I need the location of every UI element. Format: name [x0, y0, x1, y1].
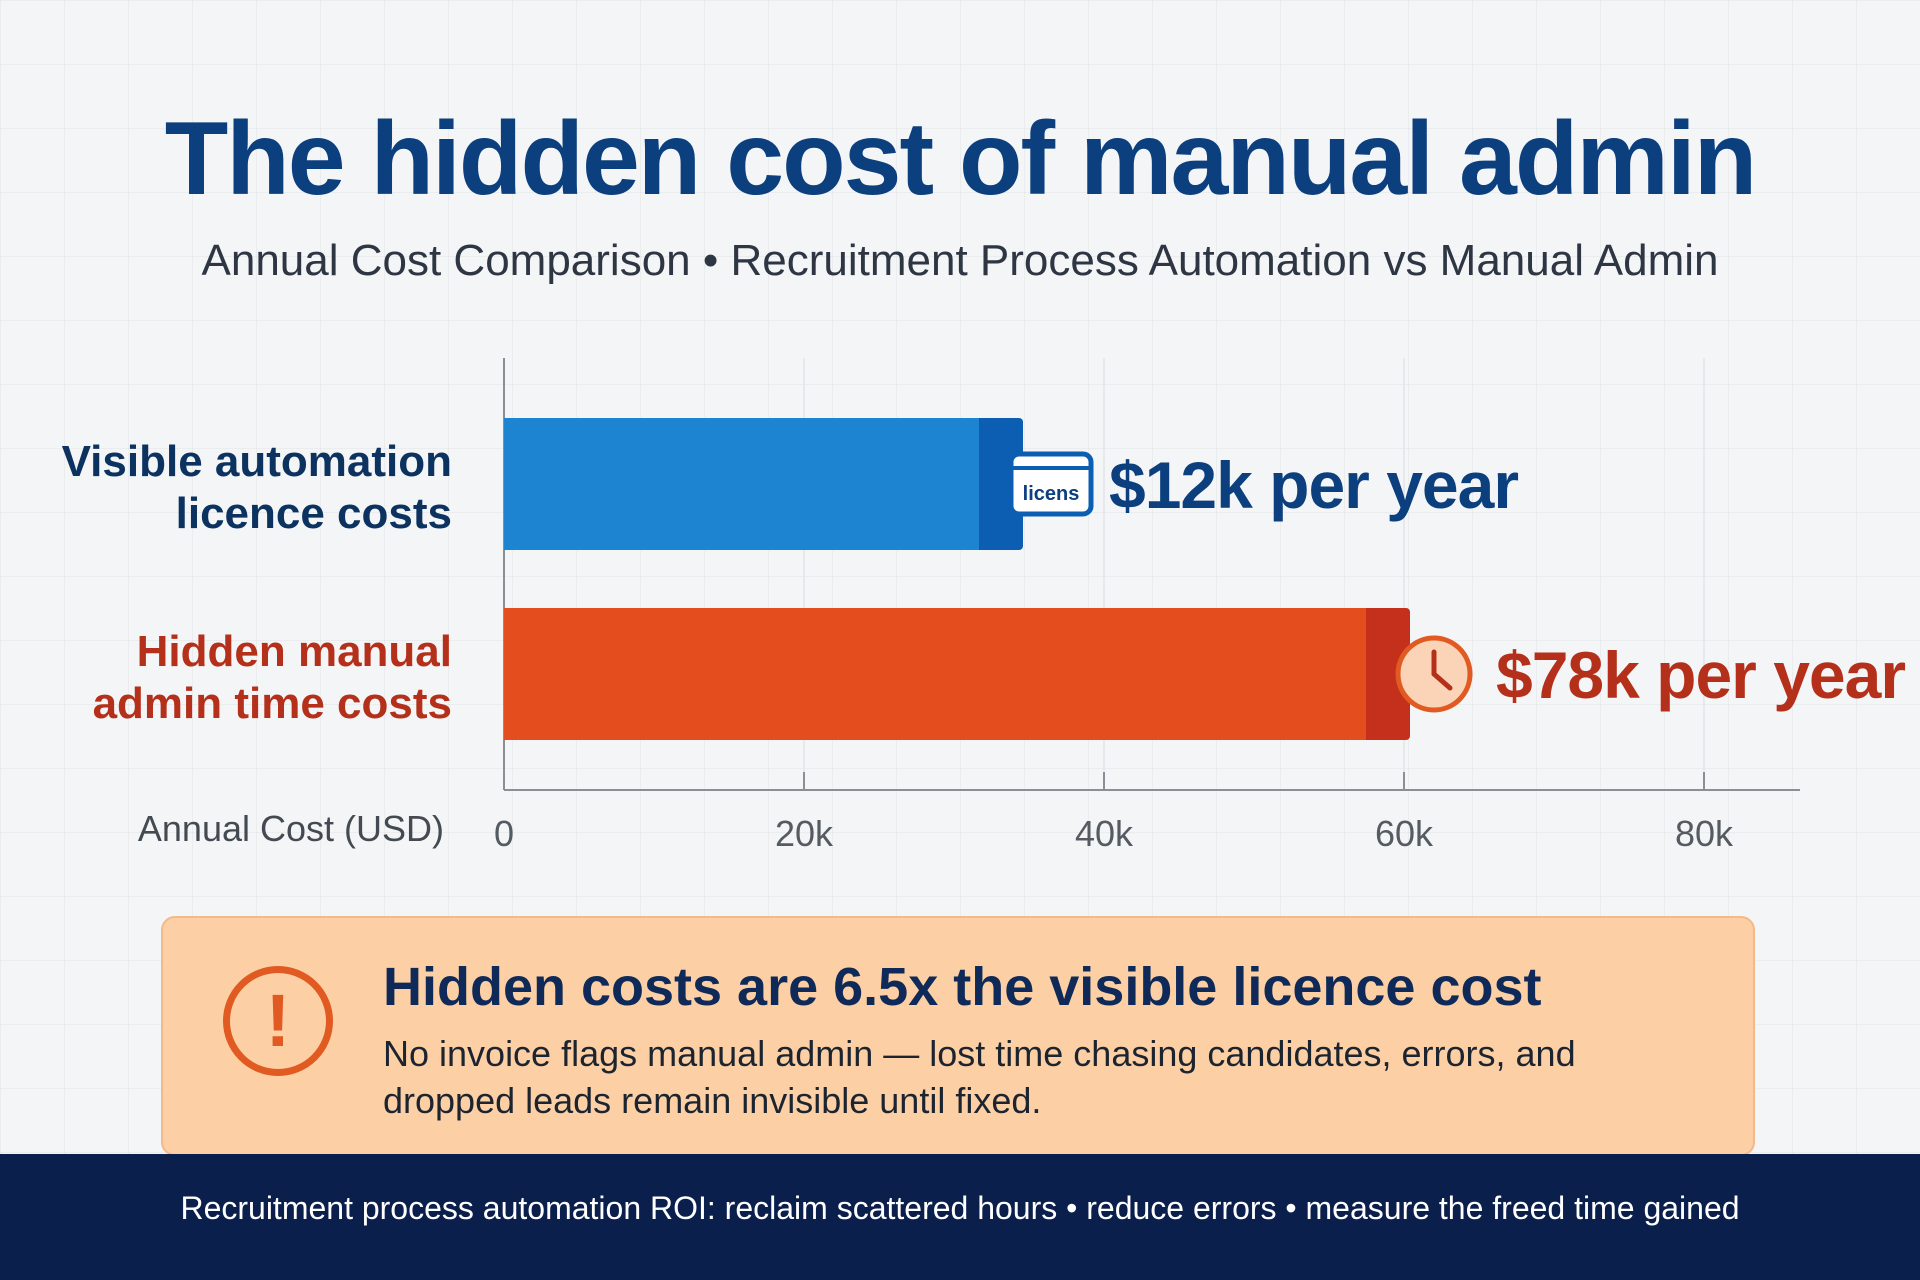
footer-banner: Recruitment process automation ROI: recl…	[0, 1154, 1920, 1280]
clock-hand-minute	[1431, 671, 1453, 691]
callout-heading: Hidden costs are 6.5x the visible licenc…	[383, 957, 1542, 1017]
x-tick-label: 80k	[1675, 813, 1734, 854]
value-label: $78k per year	[1496, 638, 1905, 712]
insight-callout: ! Hidden costs are 6.5x the visible lice…	[161, 916, 1755, 1156]
bar-1	[504, 418, 979, 550]
x-axis-label: Annual Cost (USD)	[138, 808, 444, 849]
bar-chart: 0 20k 40k 60k 80k Annual Cost (USD) Visible au…	[62, 358, 1906, 854]
footer-text: Recruitment process automation ROI: recl…	[180, 1190, 1740, 1226]
callout-body: No invoice flags manual admin — lost tim…	[383, 1033, 1576, 1121]
bar-2	[504, 608, 1366, 740]
page-subtitle: Annual Cost Comparison • Recruitment Pro…	[201, 236, 1719, 285]
value-label: $12k per year	[1109, 448, 1518, 522]
alert-icon: !	[223, 966, 333, 1076]
page-title: The hidden cost of manual admin	[164, 101, 1758, 217]
x-tick-label: 60k	[1375, 813, 1434, 854]
category-label: admin time costs	[93, 679, 452, 728]
category-label: Visible automation	[62, 437, 452, 486]
x-tick-label: 40k	[1075, 813, 1134, 854]
x-tick-label: 20k	[775, 813, 834, 854]
x-tick-label: 0	[494, 813, 514, 854]
category-label: Hidden manual	[137, 627, 452, 676]
licence-icon-text: licens	[1023, 483, 1080, 505]
category-label: licence costs	[176, 489, 452, 538]
